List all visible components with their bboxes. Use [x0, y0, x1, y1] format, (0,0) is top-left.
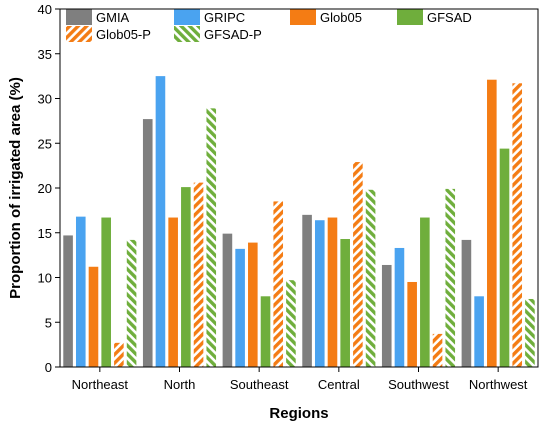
bar-gripc-northwest: [474, 296, 484, 367]
legend-swatch-glob05: [290, 9, 316, 25]
bar-gfsad-p-north: [206, 108, 217, 367]
bar-gripc-northeast: [75, 216, 86, 367]
x-tick-label-southwest: Southwest: [388, 377, 449, 392]
x-tick-label-southeast: Southeast: [230, 377, 289, 392]
bar-gfsad-p-northwest: [525, 298, 535, 367]
y-tick-label: 5: [45, 315, 52, 330]
bar-gmia-northeast: [63, 235, 73, 367]
legend-label-gfsad: GFSAD: [427, 10, 472, 25]
bar-glob05-p-northwest: [512, 83, 523, 367]
legend-label-glob05-p: Glob05-P: [96, 27, 151, 42]
x-axis: Northeast North Southeast Central Southwest N…: [72, 367, 528, 392]
bar-gfsad-southwest: [420, 217, 430, 367]
bar-gfsad-p-central: [365, 189, 376, 367]
legend-swatch-gfsad-p: [174, 26, 200, 42]
bar-gfsad-central: [340, 239, 350, 367]
plot-bars: [63, 76, 535, 368]
bar-gmia-southwest: [381, 264, 392, 367]
bar-gfsad-southeast: [260, 296, 271, 367]
legend-swatch-gfsad: [397, 9, 423, 25]
bar-glob05-p-northeast: [114, 342, 124, 367]
legend-label-gmia: GMIA: [96, 10, 130, 25]
bar-gripc-north: [155, 76, 166, 367]
x-tick-label-northwest: Northwest: [469, 377, 528, 392]
y-tick-label: 10: [38, 271, 52, 286]
bar-gripc-southeast: [235, 248, 245, 367]
y-tick-label: 15: [38, 226, 52, 241]
y-tick-label: 35: [38, 47, 52, 62]
y-tick-label: 20: [38, 181, 52, 196]
legend-swatch-gmia: [66, 9, 92, 25]
bar-gmia-southeast: [222, 233, 233, 367]
y-tick-label: 25: [38, 136, 52, 151]
legend: GMIA GRIPC Glob05 GFSAD Glob05-P GFSAD-P: [66, 9, 472, 42]
bar-glob05-southeast: [248, 242, 258, 367]
bar-glob05-northeast: [88, 266, 99, 367]
bar-gripc-southwest: [394, 247, 405, 367]
bar-glob05-p-central: [353, 162, 363, 367]
bar-gfsad-north: [181, 187, 191, 367]
bar-gfsad-p-southwest: [445, 188, 456, 367]
bar-glob05-p-southeast: [273, 201, 284, 367]
bar-gfsad-northwest: [499, 148, 510, 367]
y-tick-label: 0: [45, 360, 52, 375]
bar-glob05-central: [327, 217, 338, 367]
y-axis: 0 5 10 15 20 25 30 35 40: [38, 2, 60, 375]
y-axis-label: Proportion of irrigated area (%): [7, 77, 24, 299]
bar-gfsad-p-southeast: [286, 280, 296, 367]
x-tick-label-northeast: Northeast: [72, 377, 129, 392]
legend-label-gripc: GRIPC: [204, 10, 245, 25]
bar-gfsad-northeast: [101, 217, 111, 367]
bar-glob05-north: [168, 217, 178, 367]
x-tick-label-central: Central: [318, 377, 360, 392]
bar-gripc-central: [314, 220, 325, 367]
y-tick-label: 40: [38, 2, 52, 17]
bar-glob05-northwest: [487, 79, 497, 367]
x-tick-label-north: North: [164, 377, 196, 392]
bar-gmia-north: [142, 119, 153, 368]
legend-swatch-gripc: [174, 9, 200, 25]
bar-glob05-p-north: [193, 182, 204, 367]
bar-glob05-southwest: [407, 281, 417, 367]
bar-gmia-northwest: [461, 239, 472, 367]
bar-gfsad-p-northeast: [126, 239, 137, 367]
bar-gmia-central: [302, 214, 312, 367]
plot-frame: [59, 8, 539, 368]
legend-swatch-glob05-p: [66, 26, 92, 42]
y-tick-label: 30: [38, 92, 52, 107]
x-axis-label: Regions: [269, 405, 328, 422]
legend-label-glob05: Glob05: [320, 10, 362, 25]
legend-label-gfsad-p: GFSAD-P: [204, 27, 262, 42]
bar-glob05-p-southwest: [432, 333, 443, 367]
